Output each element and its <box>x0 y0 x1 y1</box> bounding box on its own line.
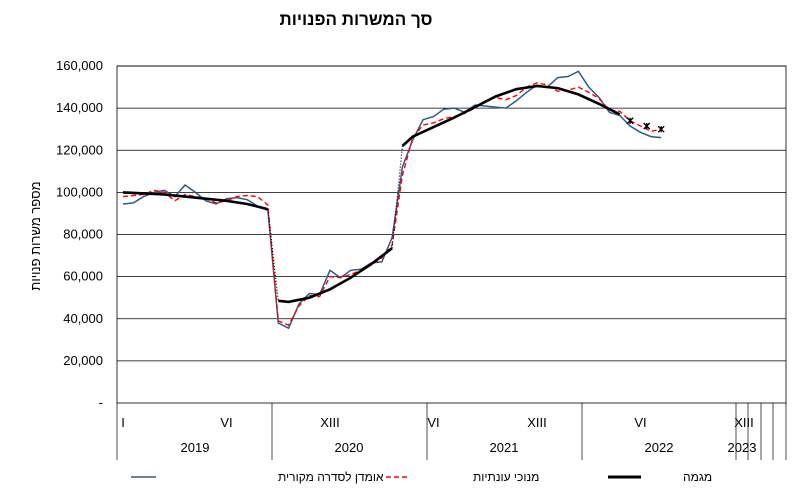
y-tick-label: 80,000 <box>63 227 103 242</box>
x-tick-label: VI <box>220 415 232 430</box>
year-label: 2023 <box>728 440 757 455</box>
year-label: 2021 <box>490 440 519 455</box>
y-tick-label: 160,000 <box>56 58 103 73</box>
y-tick-label: 20,000 <box>63 353 103 368</box>
trend-marker <box>657 125 665 133</box>
year-label: 2019 <box>181 440 210 455</box>
trend-marker <box>643 122 651 130</box>
y-axis-label: מספר משרות פנויות <box>28 181 43 290</box>
legend-label-seasonal: מנוכי עונתיות <box>473 470 539 484</box>
series-line-original <box>122 70 662 330</box>
x-tick-label: VI <box>634 415 646 430</box>
x-tick-label: I <box>121 415 125 430</box>
year-label: 2020 <box>335 440 364 455</box>
chart-title: סך המשרות הפנויות <box>280 10 433 29</box>
year-label: 2022 <box>645 440 674 455</box>
y-tick-label: 100,000 <box>56 184 103 199</box>
y-tick-label: 60,000 <box>63 269 103 284</box>
series-line-trend <box>401 84 621 147</box>
y-tick-label: 140,000 <box>56 100 103 115</box>
x-tick-label: VI <box>427 415 439 430</box>
y-tick-label: - <box>99 395 103 410</box>
trend-marker <box>626 117 634 125</box>
x-tick-label: XIII <box>734 415 754 430</box>
legend-label-trend: מגמה <box>683 470 712 484</box>
y-tick-label: 40,000 <box>63 311 103 326</box>
series-group <box>122 70 665 330</box>
trend-connector <box>267 209 279 301</box>
x-tick-label: XIII <box>527 415 547 430</box>
x-tick-label: XIII <box>320 415 340 430</box>
y-tick-label: 120,000 <box>56 142 103 157</box>
legend-label-original: אומדן לסדרה מקורית <box>278 470 384 484</box>
series-line-trend <box>278 247 393 304</box>
legend: אומדן לסדרה מקורית מנוכי עונתיות מגמה <box>131 470 712 484</box>
gridlines <box>117 65 786 362</box>
trend-connector <box>391 145 404 249</box>
x-axis: IVIXIIIVIXIIIVIXIIIVIXIII201920202021202… <box>116 403 787 460</box>
series-line-trend <box>122 191 269 211</box>
y-axis-ticks: - 20,000 40,000 60,000 80,000 100,000 120,000 1… <box>56 58 103 410</box>
